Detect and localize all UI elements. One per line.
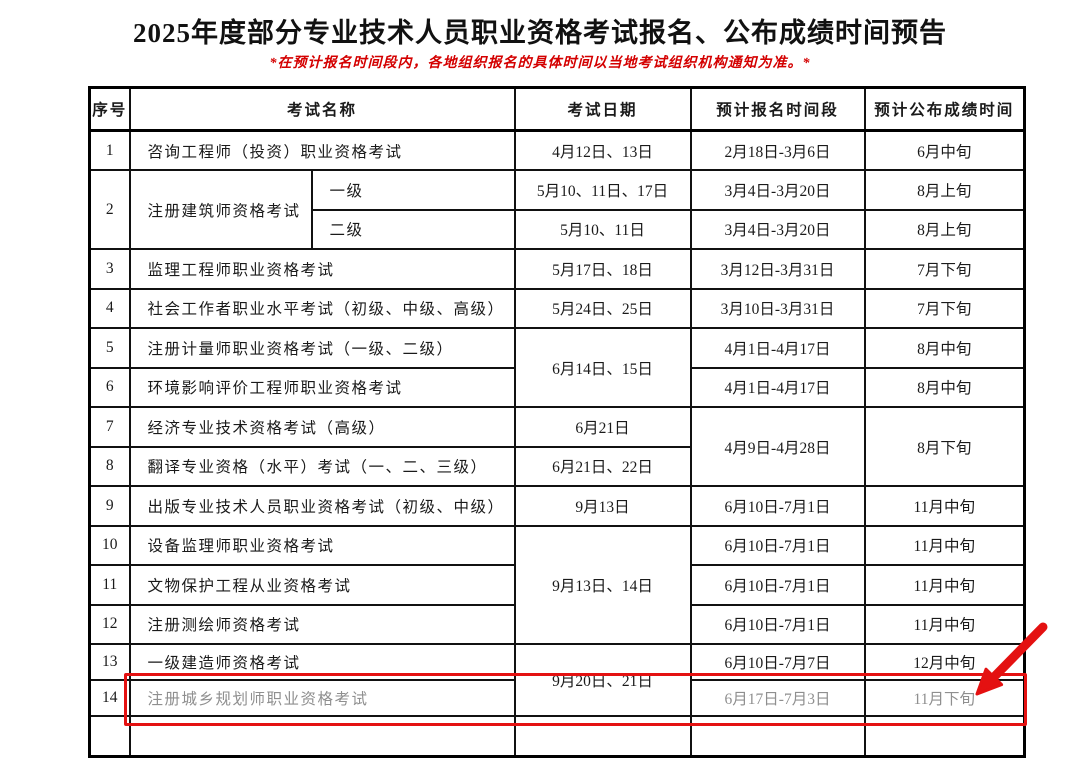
score-release-cell: 6月中旬 bbox=[863, 129, 1026, 171]
exam-name-cell: 咨询工程师（投资）职业资格考试 bbox=[128, 129, 516, 171]
column-header-index: 序号 bbox=[88, 86, 131, 132]
serial-cell: 1 bbox=[88, 129, 131, 171]
serial-cell: 7 bbox=[88, 406, 131, 448]
serial-cell: 5 bbox=[88, 327, 131, 369]
registration-period-cell: 2月18日-3月6日 bbox=[689, 129, 866, 171]
exam-name-cell: 经济专业技术资格考试（高级） bbox=[128, 406, 516, 448]
serial-cell: 6 bbox=[88, 366, 131, 408]
serial-cell: 9 bbox=[88, 485, 131, 527]
table-row: 1 咨询工程师（投资）职业资格考试 4月12日、13日 2月18日-3月6日 6… bbox=[88, 129, 1026, 171]
score-release-cell: 8月上旬 bbox=[863, 208, 1026, 250]
exam-name-cell: 文物保护工程从业资格考试 bbox=[128, 564, 516, 606]
table-row: 5 注册计量师职业资格考试（一级、二级） 6月14日、15日 4月1日-4月17… bbox=[88, 327, 1026, 408]
registration-period-cell: 6月17日-7月3日 bbox=[689, 679, 866, 717]
registration-period-cell: 6月10日-7月7日 bbox=[689, 643, 866, 681]
exam-name-cell: 注册测绘师资格考试 bbox=[128, 603, 516, 645]
score-release-cell: 8月上旬 bbox=[863, 169, 1026, 211]
table-row-highlighted: 13 一级建造师资格考试 9月20日、21日 6月10日-7月7日 12月中旬 bbox=[88, 643, 1026, 717]
exam-date-cell: 9月20日、21日 bbox=[513, 643, 692, 717]
table-row: 8 翻译专业资格（水平）考试（一、二、三级） 6月21日、22日 bbox=[88, 445, 1025, 487]
registration-period-cell: 3月4日-3月20日 bbox=[689, 169, 866, 211]
table-row: 10 设备监理师职业资格考试 9月13日、14日 6月10日-7月1日 11月中… bbox=[88, 524, 1026, 645]
serial-cell: 14 bbox=[88, 679, 131, 717]
exam-name-cell: 社会工作者职业水平考试（初级、中级、高级） bbox=[128, 287, 516, 329]
serial-cell: 12 bbox=[88, 603, 131, 645]
table-row: 3 监理工程师职业资格考试 5月17日、18日 3月12日-3月31日 7月下旬 bbox=[88, 248, 1026, 290]
registration-period-cell bbox=[689, 715, 866, 757]
exam-date-cell: 5月17日、18日 bbox=[513, 248, 692, 290]
exam-date-cell: 5月24日、25日 bbox=[513, 287, 692, 329]
registration-period-cell: 6月10日-7月1日 bbox=[689, 603, 866, 645]
notice-text: *在预计报名时间段内，各地组织报名的具体时间以当地考试组织机构通知为准。* bbox=[269, 56, 811, 71]
exam-date-cell: 9月13日 bbox=[513, 485, 692, 527]
score-release-cell: 7月下旬 bbox=[863, 248, 1026, 290]
score-release-cell: 12月中旬 bbox=[863, 643, 1026, 681]
table-row: 二级 5月10、11日 3月4日-3月20日 8月上旬 bbox=[90, 208, 1026, 250]
table-row: 7 经济专业技术资格考试（高级） 6月21日 4月9日-4月28日 8月下旬 bbox=[88, 406, 1026, 487]
registration-period-cell: 4月9日-4月28日 bbox=[689, 406, 866, 487]
exam-date-cell: 6月21日 bbox=[513, 406, 692, 448]
registration-period-cell: 6月10日-7月1日 bbox=[689, 485, 866, 527]
exam-name-cell: 设备监理师职业资格考试 bbox=[128, 524, 516, 566]
table-row: 9 出版专业技术人员职业资格考试（初级、中级） 9月13日 6月10日-7月1日… bbox=[88, 485, 1026, 527]
exam-date-cell bbox=[513, 715, 692, 757]
score-release-cell: 8月中旬 bbox=[863, 327, 1026, 369]
exam-date-cell: 9月13日、14日 bbox=[513, 524, 692, 645]
exam-name-cell: 环境影响评价工程师职业资格考试 bbox=[128, 366, 516, 408]
registration-period-cell: 3月12日-3月31日 bbox=[689, 248, 866, 290]
serial-cell bbox=[88, 715, 131, 757]
table-row: 6 环境影响评价工程师职业资格考试 4月1日-4月17日 8月中旬 bbox=[88, 366, 1026, 408]
exam-name-cell: 监理工程师职业资格考试 bbox=[128, 248, 516, 290]
table-row: 2 注册建筑师资格考试 一级 5月10、11日、17日 3月4日-3月20日 8… bbox=[88, 169, 1026, 250]
exam-name-cell: 翻译专业资格（水平）考试（一、二、三级） bbox=[128, 445, 516, 487]
score-release-cell: 11月中旬 bbox=[863, 485, 1026, 527]
score-release-cell: 11月中旬 bbox=[863, 564, 1026, 606]
exam-date-cell: 5月10、11日、17日 bbox=[513, 169, 692, 211]
table-row: 14 注册城乡规划师职业资格考试 6月17日-7月3日 11月下旬 bbox=[88, 679, 1026, 717]
registration-period-cell: 6月10日-7月1日 bbox=[689, 524, 866, 566]
score-release-cell: 7月下旬 bbox=[863, 287, 1026, 329]
exam-level-cell: 一级 bbox=[310, 169, 516, 211]
column-header-score-release: 预计公布成绩时间 bbox=[863, 86, 1026, 132]
registration-period-cell: 4月1日-4月17日 bbox=[689, 366, 866, 408]
serial-cell: 2 bbox=[88, 169, 131, 250]
column-header-exam-name: 考试名称 bbox=[128, 86, 516, 132]
serial-cell: 3 bbox=[88, 248, 131, 290]
registration-period-cell: 3月10日-3月31日 bbox=[689, 287, 866, 329]
exam-schedule-table: 序号 考试名称 考试日期 预计报名时间段 预计公布成绩时间 1 咨询工程师（投资… bbox=[88, 86, 1026, 758]
exam-name-cell: 一级建造师资格考试 bbox=[128, 643, 516, 681]
registration-period-cell: 4月1日-4月17日 bbox=[689, 327, 866, 369]
exam-date-cell: 6月21日、22日 bbox=[513, 445, 692, 487]
registration-period-cell: 3月4日-3月20日 bbox=[689, 208, 866, 250]
score-release-cell: 11月中旬 bbox=[863, 603, 1026, 645]
header-row: 序号 考试名称 考试日期 预计报名时间段 预计公布成绩时间 bbox=[88, 86, 1026, 132]
exam-date-cell: 6月14日、15日 bbox=[513, 327, 692, 408]
exam-name-cell: 注册计量师职业资格考试（一级、二级） bbox=[128, 327, 516, 369]
score-release-cell: 11月下旬 bbox=[863, 679, 1026, 717]
exam-level-cell: 二级 bbox=[310, 208, 516, 250]
table-row-partial bbox=[88, 715, 1026, 757]
score-release-cell bbox=[863, 715, 1026, 757]
serial-cell: 10 bbox=[88, 524, 131, 566]
serial-cell: 4 bbox=[88, 287, 131, 329]
score-release-cell: 11月中旬 bbox=[863, 524, 1026, 566]
serial-cell: 8 bbox=[88, 445, 131, 487]
exam-date-cell: 5月10、11日 bbox=[513, 208, 692, 250]
table-row: 4 社会工作者职业水平考试（初级、中级、高级） 5月24日、25日 3月10日-… bbox=[88, 287, 1026, 329]
column-header-registration-period: 预计报名时间段 bbox=[689, 86, 866, 132]
exam-name-cell: 注册城乡规划师职业资格考试 bbox=[128, 679, 516, 717]
score-release-cell: 8月下旬 bbox=[863, 406, 1026, 487]
column-header-exam-date: 考试日期 bbox=[513, 86, 692, 132]
exam-name-cell: 注册建筑师资格考试 bbox=[128, 169, 313, 250]
page-title: 2025年度部分专业技术人员职业资格考试报名、公布成绩时间预告 bbox=[133, 18, 947, 48]
exam-date-cell: 4月12日、13日 bbox=[513, 129, 692, 171]
table-row: 11 文物保护工程从业资格考试 6月10日-7月1日 11月中旬 bbox=[88, 564, 1026, 606]
serial-cell: 13 bbox=[88, 643, 131, 681]
exam-name-cell bbox=[128, 715, 516, 757]
score-release-cell: 8月中旬 bbox=[863, 366, 1026, 408]
serial-cell: 11 bbox=[88, 564, 131, 606]
registration-period-cell: 6月10日-7月1日 bbox=[689, 564, 866, 606]
exam-name-cell: 出版专业技术人员职业资格考试（初级、中级） bbox=[128, 485, 516, 527]
